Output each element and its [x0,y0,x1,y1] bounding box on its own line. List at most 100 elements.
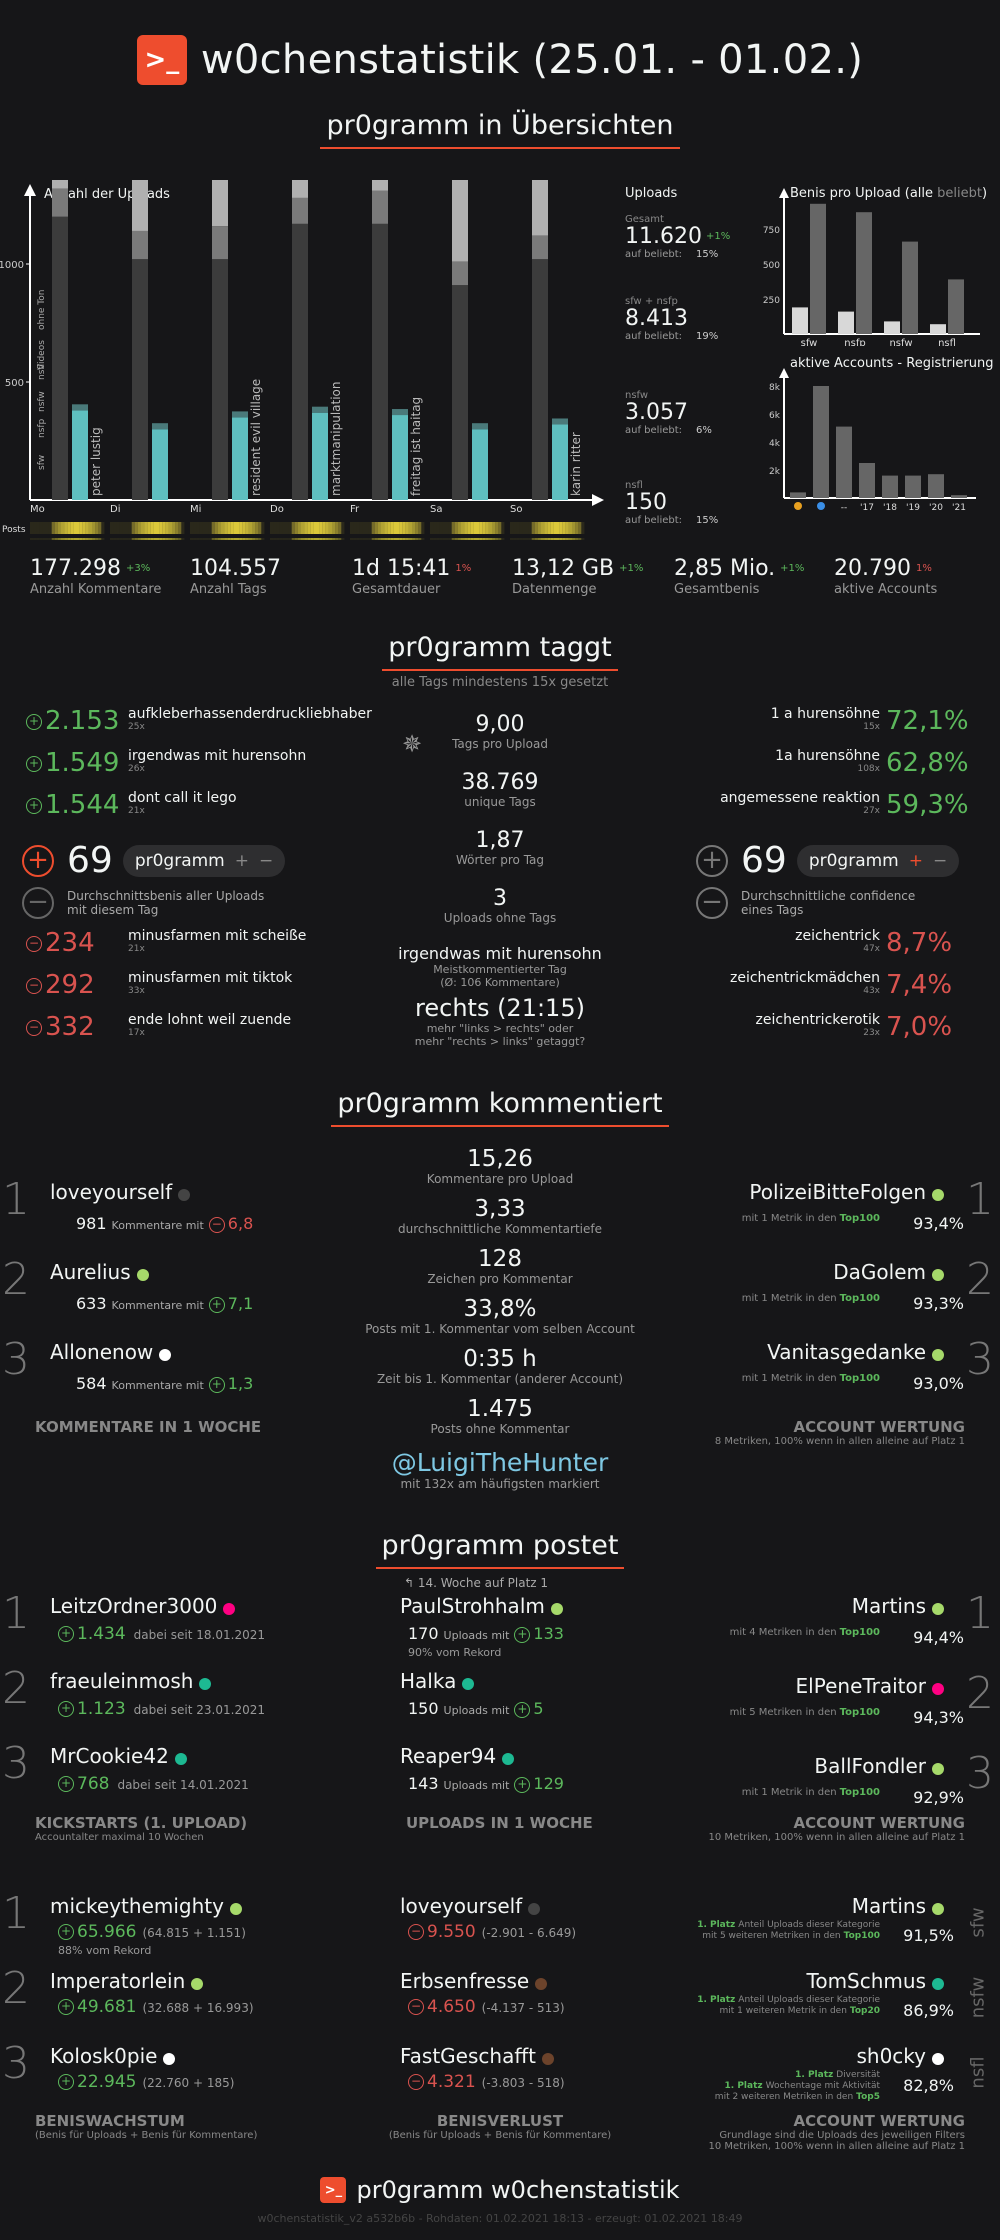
benis-chart-svg: 750 500 250 sfw nsfp nsfw nsfl [763,188,980,349]
user-name-row[interactable]: ElPeneTraitor [796,1674,944,1698]
user-name-row[interactable]: sh0cky [856,2044,944,2068]
user-name[interactable]: PolizeiBitteFolgen [749,1180,926,1204]
comment-center-stat: 0:35 h Zeit bis 1. Kommentar (anderer Acc… [350,1346,650,1396]
user-name[interactable]: Martins [851,1894,926,1918]
user-name[interactable]: ElPeneTraitor [795,1674,926,1698]
uploads-summary-beliebt: auf beliebt: 6% [625,425,712,436]
user-name-row[interactable]: PolizeiBitteFolgen [749,1180,944,1204]
user-name-row[interactable]: loveyourself [400,1894,541,1918]
minus-icon[interactable]: − [932,850,948,871]
user-name[interactable]: TomSchmus [806,1969,926,1993]
tag-filter-pill[interactable]: pr0gramm + − [796,844,960,877]
kickstart-row: 1 LeitzOrdner3000 +1.434 dabei seit 18.01.2… [0,1588,380,1669]
user-name-row[interactable]: Vanitasgedanke [767,1340,944,1364]
user-name-row[interactable]: DaGolem [833,1260,944,1284]
activity-heat-cell [325,538,329,550]
minus-icon[interactable]: − [258,850,274,871]
activity-heat-cell [412,522,416,534]
plus-icon[interactable]: + [234,850,249,871]
user-name[interactable]: Martins [851,1594,926,1618]
user-name[interactable]: BallFondler [814,1754,926,1778]
activity-heat-cell [310,522,314,534]
pr0gramm-logo: >_ [136,35,187,85]
user-name[interactable]: Reaper94 [400,1744,497,1768]
user-name-row[interactable]: Aurelius [50,1260,149,1284]
plus-circle-icon[interactable]: + [22,844,54,877]
user-name[interactable]: mickeythemighty [50,1894,224,1918]
activity-heat-cell [301,522,305,534]
tag-filter-pill[interactable]: pr0gramm + − [122,844,286,877]
user-name[interactable]: Allonenow [50,1340,154,1364]
account-metric-desc: mit 1 Metrik in den Top100 [741,1213,880,1224]
user-name-row[interactable]: fraeuleinmosh [50,1669,212,1693]
user-name-row[interactable]: MrCookie42 [50,1744,187,1768]
plus-circle-icon[interactable]: + [696,844,728,877]
minus-circle-icon[interactable]: − [22,887,54,919]
activity-heat-cell [42,538,46,550]
activity-heat-cell [313,538,317,550]
activity-heat-cell [252,522,256,534]
activity-heat-cell [393,538,397,550]
benis-growth-stats: +65.966 (64.815 + 1.151) [58,1922,246,1942]
user-name-row[interactable]: loveyourself [50,1180,191,1204]
user-name-row[interactable]: Martins [852,1894,944,1918]
user-name-row[interactable]: Halka [400,1669,475,1693]
user-name[interactable]: fraeuleinmosh [50,1669,194,1693]
user-name[interactable]: LeitzOrdner3000 [50,1594,218,1618]
user-name-row[interactable]: TomSchmus [807,1969,944,1993]
tag-center-stat-label: Uploads ohne Tags [443,911,557,925]
activity-heat-cell [541,538,545,550]
activity-heat-cell [316,538,320,550]
user-name[interactable]: DaGolem [833,1260,926,1284]
plus-icon[interactable]: + [908,850,923,871]
activity-heat-cell [82,538,86,550]
tag-row: −332 ende lohnt weil zuende 17x [26,1012,386,1054]
user-name-row[interactable]: Kolosk0pie [50,2044,176,2068]
user-name[interactable]: PaulStrohhalm [400,1594,545,1618]
user-name[interactable]: Halka [400,1669,457,1693]
activity-heat-cell [88,538,92,550]
activity-heat-cell [473,538,477,550]
user-name-row[interactable]: Martins [852,1594,944,1618]
user-name-row[interactable]: FastGeschafft [400,2044,554,2068]
activity-heat-cell [501,522,505,534]
activity-heat-cell [445,538,449,550]
tag-center-stat-value: 3 [493,886,507,911]
user-name-row[interactable]: Imperatorlein [50,1969,204,1993]
benis-loss-row: FastGeschafft −4.321 (-3.803 - 518) [400,2044,660,2119]
x-tick-label: -- [841,503,848,513]
activity-heat-cell [307,522,311,534]
comment-center-stat: 1.475 Posts ohne Kommentar [350,1396,650,1446]
activity-heat-cell [79,538,83,550]
user-name-row[interactable]: Allonenow [50,1340,172,1364]
activity-heat-cell [371,538,375,550]
total-stat-delta: 1% [915,563,932,574]
user-name[interactable]: Imperatorlein [50,1969,186,1993]
user-name[interactable]: Kolosk0pie [50,2044,158,2068]
activity-heat-cell [150,522,154,534]
user-name-row[interactable]: mickeythemighty [50,1894,242,1918]
user-name-row[interactable]: BallFondler [814,1754,944,1778]
user-name-row[interactable]: LeitzOrdner3000 [50,1594,236,1618]
user-name[interactable]: Vanitasgedanke [767,1340,926,1364]
total-stat-delta: +1% [780,563,805,574]
minus-circle-icon[interactable]: − [696,887,728,919]
user-name[interactable]: loveyourself [50,1180,173,1204]
user-name-row[interactable]: Reaper94 [400,1744,515,1768]
user-name-row[interactable]: PaulStrohhalm [400,1594,563,1618]
plus-circle-icon: + [58,1626,74,1642]
comment-center-stat-label: Zeichen pro Kommentar [427,1272,573,1286]
bar-nsfl [472,423,488,430]
most-mentioned-user[interactable]: @LuigiTheHunter [391,1448,609,1477]
activity-heat-cell [341,538,345,550]
user-name[interactable]: loveyourself [400,1894,523,1918]
user-name[interactable]: sh0cky [856,2044,926,2068]
user-name[interactable]: FastGeschafft [400,2044,536,2068]
user-name[interactable]: Aurelius [50,1260,131,1284]
activity-heat-cell [137,538,141,550]
user-name[interactable]: Erbsenfresse [400,1969,530,1993]
user-name[interactable]: MrCookie42 [50,1744,169,1768]
total-stat-delta: 1% [455,563,472,574]
activity-heat-cell [522,522,526,534]
user-name-row[interactable]: Erbsenfresse [400,1969,548,1993]
